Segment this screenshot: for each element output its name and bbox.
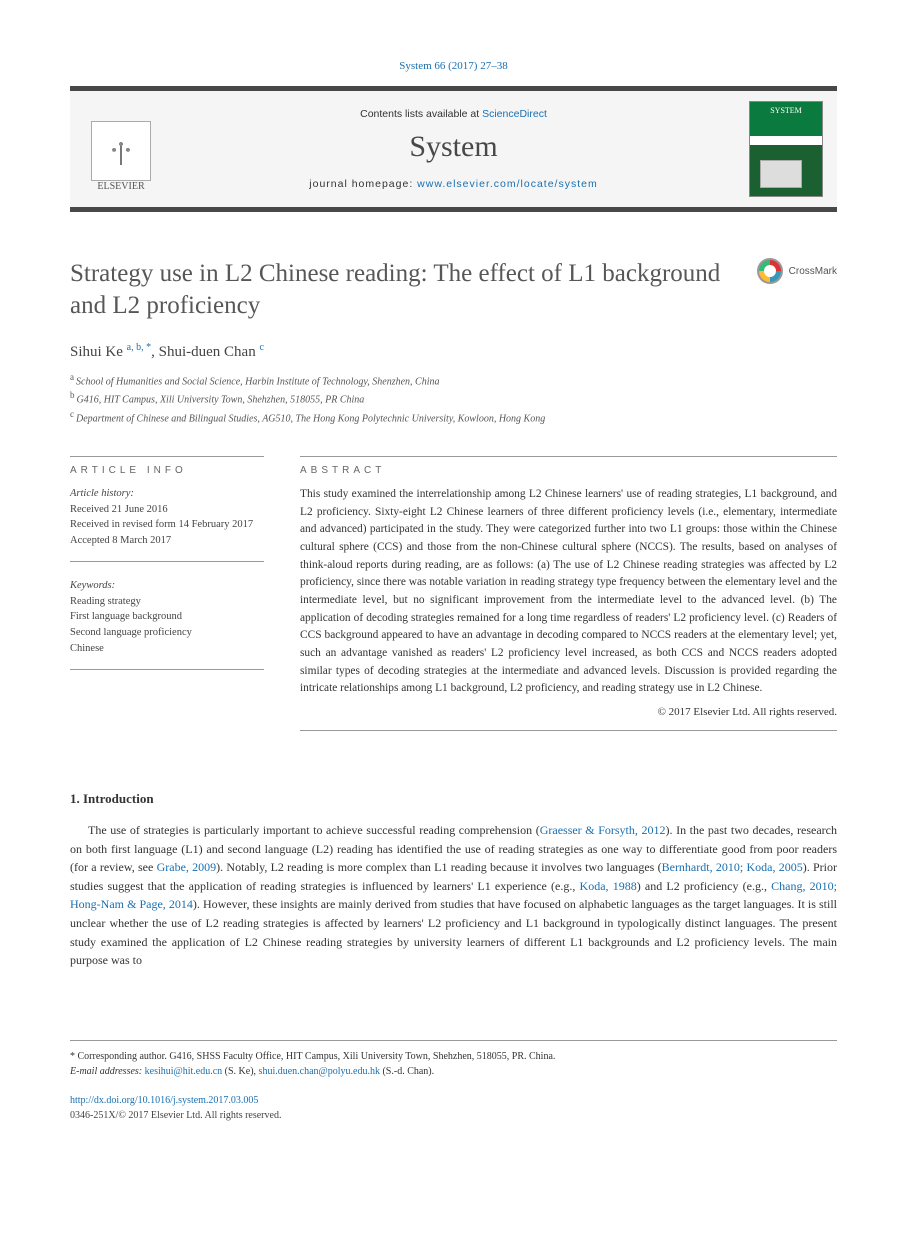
publisher-name: ELSEVIER	[97, 181, 144, 192]
affiliation-sup: c	[70, 409, 74, 419]
author-1-aff-link[interactable]: a, b, *	[127, 342, 151, 353]
email-post-1: (S. Ke),	[222, 1066, 258, 1077]
intro-text: ). Notably, L2 reading is more complex t…	[216, 860, 661, 874]
footer-block: * Corresponding author. G416, SHSS Facul…	[70, 1040, 837, 1123]
history-revised: Received in revised form 14 February 201…	[70, 519, 253, 530]
abstract-column: ABSTRACT This study examined the interre…	[300, 456, 837, 731]
copyright-bottom: 0346-251X/© 2017 Elsevier Ltd. All right…	[70, 1108, 837, 1123]
author-1-name: Sihui Ke	[70, 344, 123, 360]
history-received: Received 21 June 2016	[70, 504, 168, 515]
affiliation-row: bG416, HIT Campus, Xili University Town,…	[70, 389, 837, 407]
author-2-name: Shui-duen Chan	[159, 344, 256, 360]
keyword-item: Second language proficiency	[70, 627, 192, 638]
intro-text: The use of strategies is particularly im…	[88, 823, 540, 837]
affiliation-row: cDepartment of Chinese and Bilingual Stu…	[70, 408, 837, 426]
email-post-2: (S.-d. Chan).	[380, 1066, 434, 1077]
email-link-2[interactable]: shui.duen.chan@polyu.edu.hk	[259, 1066, 380, 1077]
author-2-affiliation-sup: c	[259, 342, 263, 353]
affiliation-sup: a	[70, 372, 74, 382]
email-label: E-mail addresses:	[70, 1066, 142, 1077]
affiliation-sup: b	[70, 390, 75, 400]
affiliation-text: Department of Chinese and Bilingual Stud…	[76, 413, 545, 424]
history-heading: Article history:	[70, 488, 134, 499]
journal-cover-thumbnail: SYSTEM	[749, 101, 823, 197]
affiliation-row: aSchool of Humanities and Social Science…	[70, 371, 837, 389]
intro-heading: 1. Introduction	[70, 791, 837, 807]
abstract-copyright: © 2017 Elsevier Ltd. All rights reserved…	[300, 706, 837, 731]
author-separator: ,	[151, 344, 159, 360]
email-link-1[interactable]: kesihui@hit.edu.cn	[145, 1066, 223, 1077]
author-1-affiliation-sup: a, b, *	[127, 342, 151, 353]
keyword-item: Chinese	[70, 643, 104, 654]
affiliations: aSchool of Humanities and Social Science…	[70, 371, 837, 426]
history-accepted: Accepted 8 March 2017	[70, 535, 171, 546]
crossmark-icon	[757, 258, 783, 284]
header-middle: Contents lists available at ScienceDirec…	[172, 108, 735, 190]
corresponding-author: * Corresponding author. G416, SHSS Facul…	[70, 1049, 837, 1064]
citation-link[interactable]: Koda, 1988	[580, 879, 637, 893]
article-history: Article history: Received 21 June 2016 R…	[70, 486, 264, 562]
author-2-aff-link[interactable]: c	[259, 342, 263, 353]
citation-header: System 66 (2017) 27–38	[70, 60, 837, 72]
crossmark-badge[interactable]: CrossMark	[757, 258, 837, 284]
abstract-label: ABSTRACT	[300, 456, 837, 476]
page-root: System 66 (2017) 27–38 ELSEVIER Contents…	[0, 0, 907, 1163]
journal-header: ELSEVIER Contents lists available at Sci…	[70, 86, 837, 212]
elsevier-tree-icon	[91, 121, 151, 181]
citation-link[interactable]: Graesser & Forsyth, 2012	[540, 823, 666, 837]
crossmark-label: CrossMark	[789, 266, 837, 277]
article-title: Strategy use in L2 Chinese reading: The …	[70, 258, 737, 322]
article-info-label: ARTICLE INFO	[70, 456, 264, 476]
contents-line: Contents lists available at ScienceDirec…	[172, 108, 735, 120]
keyword-item: Reading strategy	[70, 596, 141, 607]
authors-line: Sihui Ke a, b, *, Shui-duen Chan c	[70, 342, 837, 361]
sciencedirect-link[interactable]: ScienceDirect	[482, 108, 547, 120]
email-line: E-mail addresses: kesihui@hit.edu.cn (S.…	[70, 1064, 837, 1079]
article-info-column: ARTICLE INFO Article history: Received 2…	[70, 456, 264, 731]
homepage-link[interactable]: www.elsevier.com/locate/system	[417, 178, 598, 190]
homepage-line: journal homepage: www.elsevier.com/locat…	[172, 178, 735, 190]
journal-name: System	[172, 130, 735, 164]
intro-paragraph: The use of strategies is particularly im…	[70, 821, 837, 970]
elsevier-logo: ELSEVIER	[84, 106, 158, 192]
affiliation-text: School of Humanities and Social Science,…	[76, 376, 439, 387]
keywords-block: Keywords: Reading strategy First languag…	[70, 578, 264, 670]
homepage-prefix: journal homepage:	[309, 178, 417, 190]
keyword-item: First language background	[70, 611, 182, 622]
citation-link[interactable]: Bernhardt, 2010; Koda, 2005	[662, 860, 803, 874]
citation-link[interactable]: Grabe, 2009	[157, 860, 217, 874]
doi-line: http://dx.doi.org/10.1016/j.system.2017.…	[70, 1093, 837, 1108]
cover-title: SYSTEM	[770, 106, 802, 115]
abstract-text: This study examined the interrelationshi…	[300, 486, 837, 698]
info-abstract-row: ARTICLE INFO Article history: Received 2…	[70, 456, 837, 731]
affiliation-text: G416, HIT Campus, Xili University Town, …	[77, 395, 365, 406]
contents-prefix: Contents lists available at	[360, 108, 482, 120]
title-row: Strategy use in L2 Chinese reading: The …	[70, 258, 837, 322]
keywords-heading: Keywords:	[70, 580, 115, 591]
doi-link[interactable]: http://dx.doi.org/10.1016/j.system.2017.…	[70, 1095, 258, 1106]
intro-text: ) and L2 proficiency (e.g.,	[637, 879, 771, 893]
